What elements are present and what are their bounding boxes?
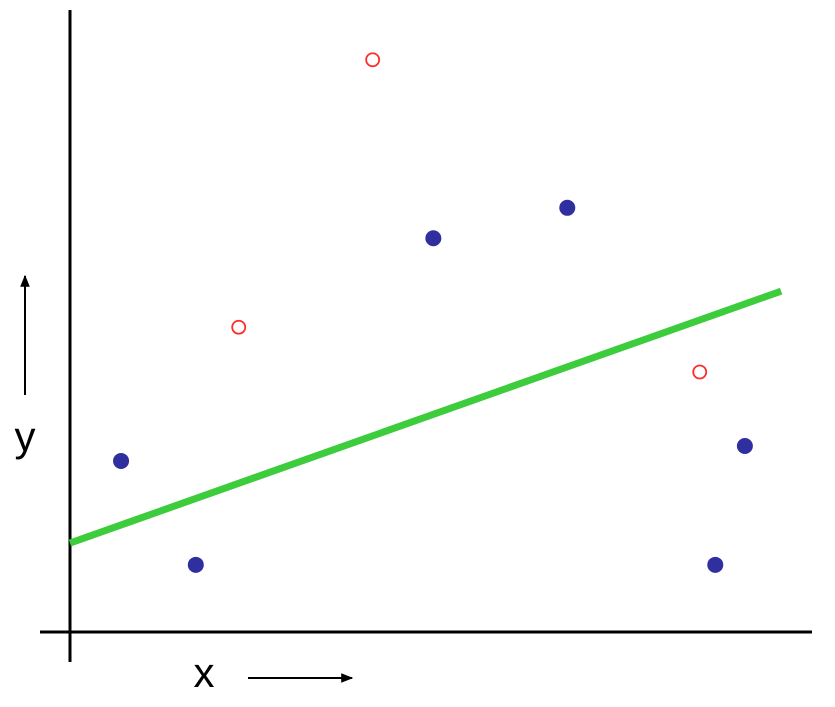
hollow-point (231, 319, 247, 335)
filled-point (736, 438, 753, 455)
x-axis-label: x (194, 649, 215, 696)
hollow-point (365, 52, 381, 68)
filled-point (707, 556, 724, 573)
filled-point (425, 230, 442, 247)
y-axis-label: y (15, 413, 36, 460)
filled-point (187, 556, 204, 573)
filled-point (113, 452, 130, 469)
filled-point (559, 199, 576, 216)
hollow-point (692, 364, 708, 380)
fit-line (68, 287, 783, 547)
